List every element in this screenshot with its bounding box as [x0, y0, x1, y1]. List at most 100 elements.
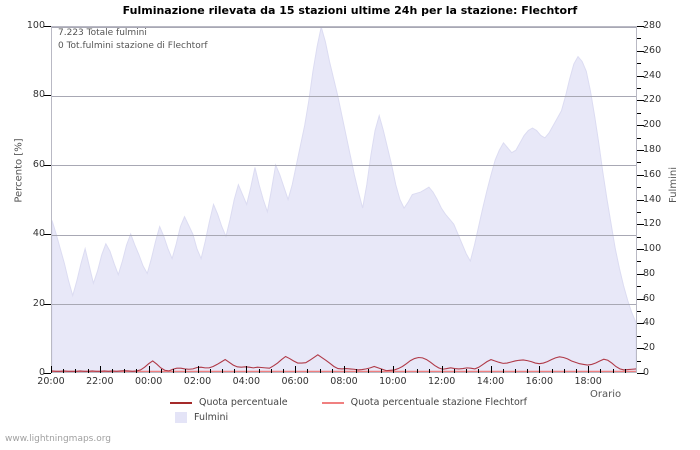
x-axis-minor-tick — [124, 369, 126, 373]
annotation-total-strikes: 7.223 Totale fulmini — [58, 28, 147, 38]
annotation-station-strikes: 0 Tot.fulmini stazione di Flechtorf — [58, 41, 208, 51]
x-axis-minor-tick — [221, 369, 223, 373]
area-series-fulmini — [52, 27, 636, 372]
x-axis-minor-tick — [502, 369, 504, 373]
y-axis-left-tick — [44, 95, 51, 97]
x-axis-tick-label: 18:00 — [574, 376, 602, 387]
y-axis-right-tick — [637, 360, 641, 362]
x-axis-minor-tick — [575, 369, 577, 373]
x-axis-tick-label: 04:00 — [232, 376, 261, 387]
y-axis-right-tick — [637, 149, 644, 151]
x-axis-minor-tick — [209, 369, 211, 373]
x-axis-tick-label: 20:00 — [37, 376, 65, 387]
x-axis-minor-tick — [160, 369, 162, 373]
y-axis-right-tick — [637, 373, 644, 374]
y-axis-right-tick — [637, 286, 641, 288]
x-axis-minor-tick — [429, 369, 431, 373]
y-axis-right-tick — [637, 100, 644, 102]
x-axis-minor-tick — [258, 369, 260, 373]
x-axis-minor-tick — [173, 369, 175, 373]
x-axis-tick — [539, 366, 541, 373]
x-axis-tick — [197, 366, 199, 373]
y-axis-right-tick — [637, 162, 641, 164]
x-axis-minor-tick — [112, 369, 114, 373]
y-axis-right-tick-label: 80 — [643, 267, 656, 279]
y-axis-right-label: Fulmini — [668, 167, 679, 203]
y-axis-right-tick — [637, 249, 644, 251]
legend-label: Quota percentuale stazione Flechtorf — [350, 397, 528, 408]
legend-swatch-line-icon — [321, 401, 344, 404]
x-axis-minor-tick — [563, 369, 565, 373]
plot-area — [51, 26, 637, 373]
gridline — [52, 27, 636, 28]
x-axis-minor-tick — [466, 369, 468, 373]
x-axis-minor-tick — [87, 369, 89, 373]
x-axis-tick — [588, 366, 590, 373]
x-axis-minor-tick — [417, 369, 419, 373]
x-axis-minor-tick — [136, 369, 138, 373]
y-axis-right-tick-label: 220 — [643, 94, 662, 106]
y-axis-right-tick — [637, 236, 641, 238]
y-axis-left-tick-label: 100 — [26, 20, 45, 31]
y-axis-right-tick — [637, 75, 644, 77]
x-axis-tick — [295, 366, 297, 373]
y-axis-right-tick — [637, 87, 641, 89]
x-axis-minor-tick — [514, 369, 516, 373]
y-axis-right-tick — [637, 348, 644, 350]
y-axis-right-tick — [637, 298, 644, 300]
x-axis-minor-tick — [612, 369, 614, 373]
legend-row-2: Fulmini — [170, 410, 590, 425]
x-axis-minor-tick — [600, 369, 602, 373]
x-axis-tick — [99, 366, 101, 373]
y-axis-right-tick-label: 280 — [643, 20, 662, 31]
y-axis-left-tick — [44, 303, 51, 305]
y-axis-right-tick — [637, 335, 641, 337]
y-axis-right-tick — [637, 224, 644, 226]
gridline — [52, 304, 636, 306]
gridline — [52, 234, 636, 236]
x-axis-label: Orario — [590, 389, 622, 400]
y-axis-right-tick — [637, 199, 644, 201]
y-axis-left-tick-label: 60 — [32, 158, 45, 170]
gridline — [52, 165, 636, 167]
watermark-footer: www.lightningmaps.org — [5, 434, 111, 444]
x-axis-minor-tick — [234, 369, 236, 373]
x-axis-tick-label: 06:00 — [281, 376, 309, 387]
y-axis-right-tick-label: 20 — [643, 342, 656, 354]
legend-label: Quota percentuale — [199, 397, 288, 408]
y-axis-right-tick — [637, 323, 644, 325]
x-axis-minor-tick — [75, 369, 77, 373]
x-axis-tick-label: 16:00 — [525, 376, 554, 387]
y-axis-right-tick-label: 140 — [643, 193, 662, 205]
y-axis-right-tick-label: 180 — [643, 143, 662, 155]
y-axis-right-tick-label: 40 — [643, 317, 656, 329]
gridline — [52, 95, 636, 97]
y-axis-left-label: Percento [%] — [13, 138, 25, 203]
x-axis-minor-tick — [624, 369, 626, 373]
x-axis-tick-label: 22:00 — [86, 376, 114, 387]
legend-row-1: Quota percentuale Quota percentuale staz… — [170, 395, 590, 410]
page-title: Fulminazione rilevata da 15 stazioni ult… — [122, 4, 578, 17]
x-axis-tick — [148, 366, 150, 373]
x-axis-tick — [246, 366, 248, 373]
y-axis-right-tick-label: 100 — [643, 243, 662, 255]
x-axis-minor-tick — [331, 369, 333, 373]
y-axis-left-tick — [44, 164, 51, 166]
y-axis-right-tick-label: 120 — [643, 218, 662, 230]
y-axis-left-tick-label: 40 — [32, 228, 45, 240]
y-axis-right-tick-label: 60 — [643, 292, 656, 304]
y-axis-left-tick — [44, 373, 51, 374]
y-axis-right-tick — [637, 50, 644, 52]
x-axis-minor-tick — [368, 369, 370, 373]
legend-item-quota-percentuale-stazione: Quota percentuale stazione Flechtorf — [321, 397, 528, 408]
x-axis-minor-tick — [380, 369, 382, 373]
y-axis-right-tick — [637, 125, 644, 127]
x-axis-tick-label: 12:00 — [427, 376, 456, 387]
x-axis-minor-tick — [356, 369, 358, 373]
x-axis-minor-tick — [307, 369, 309, 373]
y-axis-right-tick — [637, 261, 641, 263]
chart-svg — [52, 27, 636, 372]
y-axis-right-tick — [637, 211, 641, 213]
y-axis-left-tick — [44, 234, 51, 236]
x-axis-tick — [392, 366, 394, 373]
